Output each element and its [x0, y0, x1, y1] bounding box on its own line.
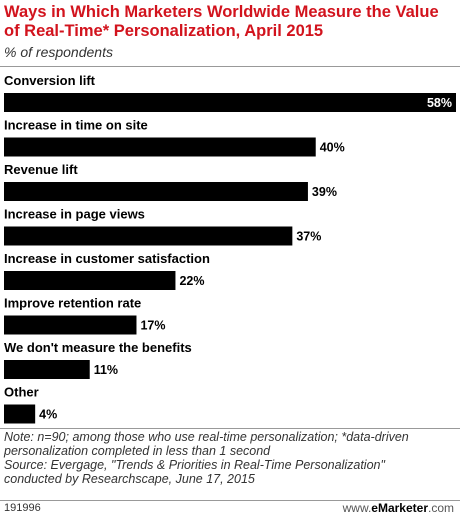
category-label-conversion-lift: Conversion lift: [4, 73, 96, 88]
bar-increase-in-page-views: [4, 226, 293, 246]
source-line-1: Source: Evergage, "Trends & Priorities i…: [4, 458, 385, 472]
bar-we-don-t-measure-the-benefits: [4, 360, 90, 379]
category-label-increase-in-customer-satisfaction: Increase in customer satisfaction: [4, 251, 210, 266]
bar-increase-in-time-on-site: [4, 137, 316, 157]
category-label-improve-retention-rate: Improve retention rate: [4, 296, 141, 311]
bar-increase-in-customer-satisfaction: [4, 271, 176, 290]
value-label-revenue-lift: 39%: [312, 185, 337, 199]
value-label-other: 4%: [39, 408, 57, 422]
value-label-increase-in-time-on-site: 40%: [320, 141, 345, 155]
value-label-conversion-lift: 58%: [427, 96, 452, 110]
bar-other: [4, 404, 36, 424]
source-line-2: conducted by Researchscape, June 17, 201…: [4, 472, 255, 486]
chart-notes: Note: n=90; among those who use real-tim…: [4, 430, 456, 486]
bar-improve-retention-rate: [4, 315, 137, 335]
note-line-1: Note: n=90; among those who use real-tim…: [4, 430, 409, 444]
bar-chart: Conversion lift 58% Increase in time on si…: [4, 73, 456, 424]
footer-divider: [0, 500, 460, 501]
chart-id: 191996: [4, 502, 41, 514]
value-label-increase-in-page-views: 37%: [296, 230, 321, 244]
bar-conversion-lift: [4, 93, 456, 112]
chart-subtitle: % of respondents: [4, 44, 113, 60]
bar-revenue-lift: [4, 182, 308, 201]
value-label-we-don-t-measure-the-benefits: 11%: [94, 363, 118, 377]
top-divider: [0, 66, 460, 67]
emarketer-logo: www.eMarketer.com: [342, 501, 454, 515]
chart-title: Ways in Which Marketers Worldwide Measur…: [4, 3, 439, 40]
note-line-2: personalization completed in less than 1…: [4, 444, 271, 458]
value-label-increase-in-customer-satisfaction: 22%: [179, 274, 204, 288]
category-label-we-don-t-measure-the-benefits: We don't measure the benefits: [4, 340, 192, 355]
notes-divider: [0, 428, 460, 429]
category-label-increase-in-page-views: Increase in page views: [4, 207, 145, 222]
category-label-other: Other: [4, 385, 39, 400]
category-label-increase-in-time-on-site: Increase in time on site: [4, 118, 148, 133]
value-label-improve-retention-rate: 17%: [140, 319, 165, 333]
category-label-revenue-lift: Revenue lift: [4, 162, 78, 177]
